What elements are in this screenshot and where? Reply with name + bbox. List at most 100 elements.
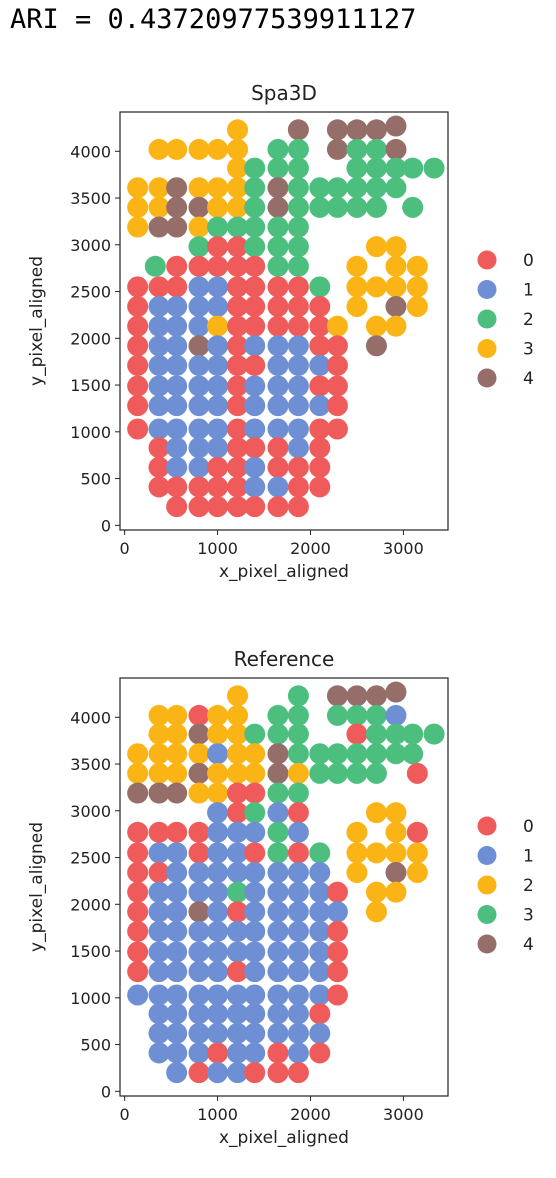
scatter-point	[287, 941, 309, 963]
scatter-point	[227, 961, 249, 983]
scatter-point	[267, 456, 289, 478]
scatter-point	[346, 296, 368, 318]
scatter-point	[227, 743, 249, 765]
scatter-point	[309, 762, 331, 784]
scatter-point	[309, 984, 331, 1006]
scatter-point	[385, 115, 407, 137]
scatter-point	[267, 1022, 289, 1044]
scatter-point	[207, 743, 229, 765]
scatter-point	[148, 901, 170, 923]
scatter-point	[244, 862, 266, 884]
scatter-point	[148, 743, 170, 765]
scatter-point	[244, 723, 266, 745]
x-tick-label: 0	[120, 1105, 130, 1124]
scatter-point	[287, 901, 309, 923]
scatter-point	[385, 704, 407, 726]
legend-label: 4	[523, 369, 534, 389]
scatter-point	[287, 236, 309, 258]
scatter-point	[207, 177, 229, 199]
scatter-point	[267, 476, 289, 498]
scatter-point	[166, 395, 188, 417]
scatter-point	[385, 255, 407, 277]
scatter-point	[287, 685, 309, 707]
scatter-point	[309, 276, 331, 298]
scatter-point	[227, 418, 249, 440]
scatter-point	[406, 255, 428, 277]
scatter-point	[406, 276, 428, 298]
scatter-point	[166, 255, 188, 277]
scatter-point	[227, 296, 249, 318]
scatter-point	[188, 920, 210, 942]
scatter-point	[227, 138, 249, 160]
scatter-point	[166, 901, 188, 923]
legend-marker	[477, 250, 497, 270]
scatter-point	[287, 1003, 309, 1025]
scatter-point	[188, 842, 210, 864]
scatter-point	[385, 157, 407, 179]
scatter-point	[365, 842, 387, 864]
scatter-point	[207, 418, 229, 440]
legend-label: 3	[523, 906, 534, 926]
scatter-point	[188, 335, 210, 357]
legend-marker	[477, 339, 497, 358]
scatter-point	[166, 315, 188, 337]
scatter-point	[326, 196, 348, 218]
scatter-point	[309, 375, 331, 397]
scatter-point	[127, 315, 149, 337]
scatter-point	[188, 296, 210, 318]
scatter-point	[166, 296, 188, 318]
scatter-point	[227, 157, 249, 179]
scatter-point	[326, 881, 348, 903]
scatter-point	[244, 296, 266, 318]
scatter-point	[244, 1003, 266, 1025]
scatter-point	[346, 762, 368, 784]
scatter-point	[227, 1042, 249, 1064]
scatter-point	[166, 984, 188, 1006]
scatter-point	[227, 842, 249, 864]
scatter-point	[267, 782, 289, 804]
scatter-point	[346, 196, 368, 218]
scatter-point	[287, 375, 309, 397]
scatter-point	[267, 901, 289, 923]
legend: 0 1 2 3 4	[477, 250, 534, 389]
scatter-point	[227, 395, 249, 417]
scatter-point	[166, 1062, 188, 1084]
scatter-point	[207, 138, 229, 160]
scatter-point	[188, 862, 210, 884]
scatter-point	[287, 418, 309, 440]
scatter-point	[267, 723, 289, 745]
scatter-point	[127, 920, 149, 942]
scatter-point	[244, 901, 266, 923]
scatter-point	[346, 276, 368, 298]
scatter-point	[207, 395, 229, 417]
scatter-point	[166, 842, 188, 864]
scatter-point	[166, 456, 188, 478]
scatter-point	[365, 157, 387, 179]
x-tick-label: 2000	[290, 1105, 331, 1124]
scatter-point	[148, 941, 170, 963]
scatter-point	[309, 941, 331, 963]
scatter-point	[244, 920, 266, 942]
scatter-point	[188, 315, 210, 337]
scatter-point	[406, 296, 428, 318]
scatter-point	[188, 961, 210, 983]
scatter-point	[309, 335, 331, 357]
x-tick-label: 3000	[383, 539, 424, 558]
scatter-point	[207, 335, 229, 357]
scatter-point	[402, 196, 424, 218]
legend-label: 1	[523, 281, 534, 301]
scatter-point	[188, 456, 210, 478]
scatter-point	[166, 418, 188, 440]
scatter-point	[244, 802, 266, 824]
scatter-point	[207, 236, 229, 258]
y-tick-label: 3000	[70, 802, 111, 821]
scatter-point	[207, 782, 229, 804]
scatter-point	[267, 177, 289, 199]
scatter-point	[346, 723, 368, 745]
scatter-point	[227, 762, 249, 784]
scatter-point	[287, 862, 309, 884]
scatter-point	[267, 437, 289, 459]
scatter-point	[346, 862, 368, 884]
scatter-point	[188, 216, 210, 238]
scatter-point	[287, 456, 309, 478]
